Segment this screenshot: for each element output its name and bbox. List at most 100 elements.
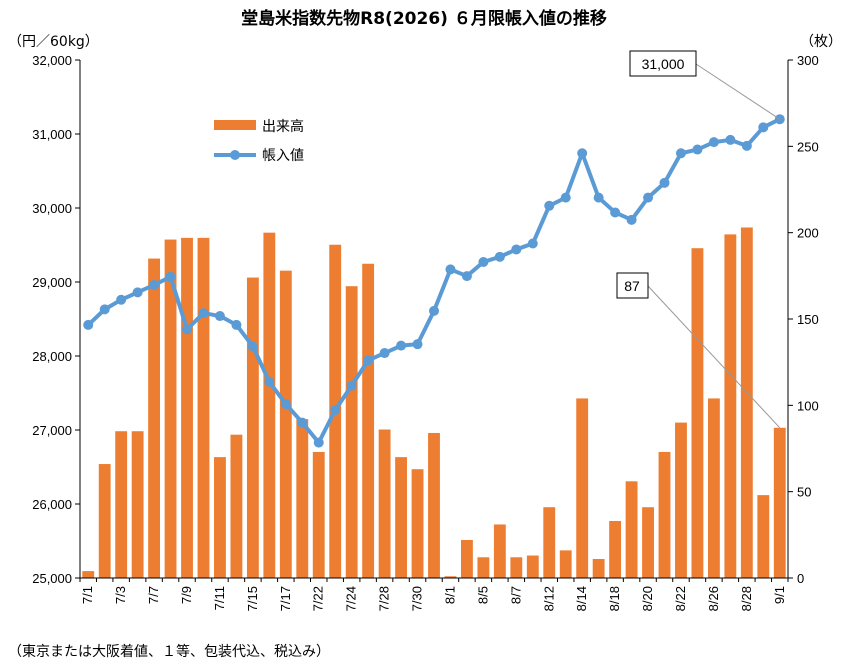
x-tick-label: 8/28 — [739, 586, 754, 611]
settlement-point — [132, 287, 143, 298]
volume-bar — [197, 237, 210, 578]
x-tick-label: 7/30 — [410, 586, 425, 611]
settlement-point — [330, 405, 341, 416]
volume-bar — [428, 432, 440, 578]
volume-bar — [757, 495, 770, 578]
callouts: 31,000 87 — [616, 50, 781, 429]
volume-bar — [312, 451, 325, 578]
callout-leader-price — [695, 63, 781, 120]
settlement-point — [461, 271, 472, 282]
right-tick-label: 200 — [797, 226, 819, 241]
settlement-point — [708, 137, 719, 148]
volume-bar — [493, 524, 506, 578]
volume-bar — [345, 286, 358, 578]
volume-bar — [609, 521, 622, 578]
volume-bar — [296, 419, 309, 578]
volume-bar — [246, 277, 259, 578]
volume-bar — [411, 469, 424, 578]
volume-bar — [691, 248, 704, 578]
x-tick-label: 7/22 — [311, 586, 326, 611]
settlement-point — [346, 380, 357, 391]
left-tick-label: 31,000 — [32, 127, 72, 142]
settlement-point — [412, 339, 423, 350]
volume-bar — [740, 227, 753, 579]
settlement-point — [99, 304, 110, 315]
volume-bar — [576, 398, 589, 578]
settlement-point — [527, 238, 538, 249]
volume-bar — [82, 571, 95, 578]
settlement-point — [659, 177, 670, 188]
settlement-point — [149, 279, 160, 290]
settlement-point — [741, 140, 752, 151]
x-tick-label: 7/7 — [146, 586, 161, 604]
volume-bar — [724, 234, 737, 578]
x-tick-label: 7/1 — [80, 586, 95, 604]
settlement-point — [560, 192, 571, 203]
left-tick-label: 28,000 — [32, 349, 72, 364]
volume-bar — [592, 559, 605, 578]
legend-swatch-volume — [214, 120, 256, 130]
right-tick-label: 150 — [797, 312, 819, 327]
volume-bar — [131, 431, 144, 578]
settlement-point — [577, 148, 588, 159]
settlement-point — [231, 319, 242, 330]
x-tick-label: 7/28 — [377, 586, 392, 611]
settlement-point — [692, 144, 703, 155]
settlement-point — [280, 399, 291, 410]
settlement-point — [643, 192, 654, 203]
right-tick-label: 300 — [797, 53, 819, 68]
volume-bar — [773, 427, 786, 578]
settlement-point — [478, 257, 489, 268]
x-tick-label: 7/9 — [179, 586, 194, 604]
x-tick-label: 8/12 — [541, 586, 556, 611]
settlement-point — [379, 348, 390, 359]
x-tick-label: 7/3 — [113, 586, 128, 604]
settlement-point — [675, 148, 686, 159]
settlement-point — [429, 305, 439, 316]
callout-label-volume: 87 — [624, 278, 640, 294]
right-tick-label: 50 — [797, 485, 811, 500]
volume-bars — [82, 227, 786, 579]
settlement-point — [313, 437, 324, 448]
settlement-point — [165, 271, 176, 282]
right-tick-label: 250 — [797, 139, 819, 154]
settlement-point — [264, 376, 275, 387]
volume-bar — [279, 270, 292, 578]
x-tick-label: 8/7 — [508, 586, 523, 604]
volume-bar — [477, 557, 490, 578]
legend-label-volume: 出来高 — [262, 118, 304, 135]
left-tick-label: 29,000 — [32, 275, 72, 290]
x-tick-label: 7/17 — [278, 586, 293, 611]
volume-bar — [214, 457, 226, 578]
x-tick-label: 8/26 — [706, 586, 721, 611]
x-tick-label: 8/20 — [640, 586, 655, 611]
volume-bar — [395, 457, 407, 578]
x-tick-label: 8/5 — [475, 586, 490, 604]
callout-box-volume — [616, 272, 649, 299]
settlement-point — [396, 340, 407, 351]
settlement-point — [758, 122, 769, 133]
settlement-point — [198, 308, 209, 319]
legend-label-settlement: 帳入値 — [262, 148, 304, 164]
volume-bar — [675, 422, 687, 578]
x-tick-label: 9/1 — [772, 586, 787, 604]
settlement-point — [83, 319, 94, 330]
volume-bar — [98, 464, 111, 578]
volume-bar — [559, 550, 572, 578]
left-tick-label: 26,000 — [32, 497, 72, 512]
callout-label-price: 31,000 — [642, 56, 685, 72]
volume-bar — [181, 237, 193, 578]
x-tick-label: 7/11 — [212, 586, 227, 610]
settlement-point — [626, 214, 637, 225]
callout-leader-volume — [647, 285, 781, 429]
right-axis-unit: （枚） — [800, 34, 842, 50]
right-tick-label: 100 — [797, 398, 819, 413]
volume-bar — [510, 557, 523, 578]
chart-title: 堂島米指数先物R8(2026) ６月限帳入値の推移 — [241, 8, 607, 29]
volume-bar — [263, 232, 276, 579]
settlement-point — [494, 251, 505, 262]
legend: 出来高 帳入値 — [200, 105, 355, 170]
left-tick-label: 30,000 — [32, 201, 72, 216]
volume-bar — [707, 398, 720, 578]
volume-bar — [115, 431, 128, 578]
